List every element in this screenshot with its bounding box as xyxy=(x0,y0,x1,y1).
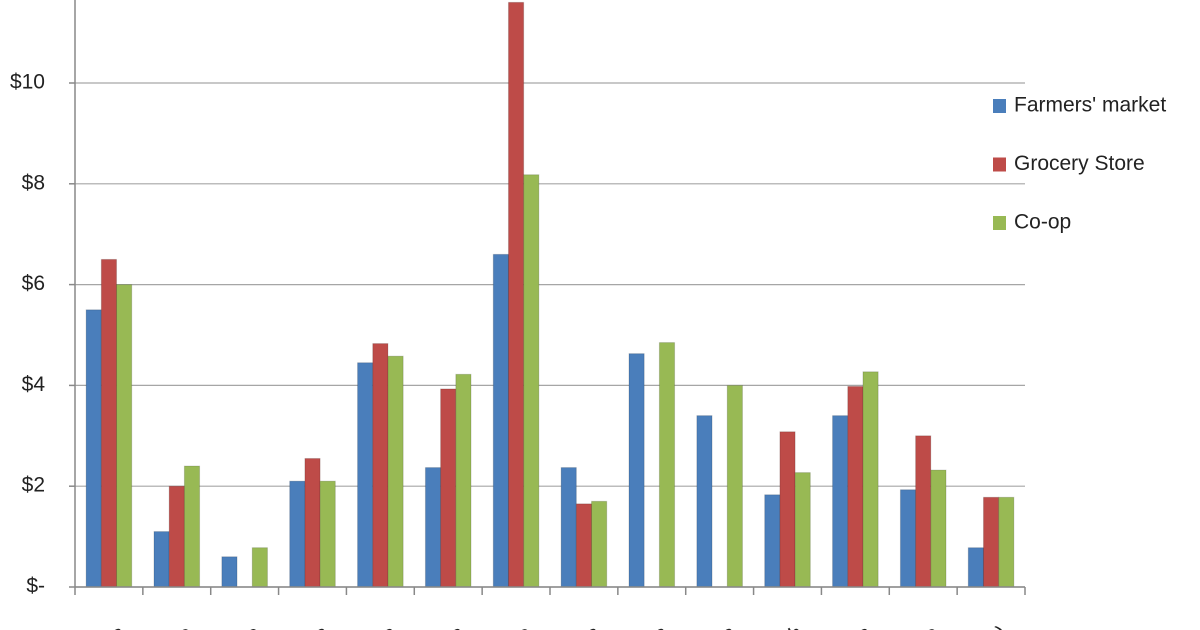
x-tick-label: rs xyxy=(305,621,332,630)
bar xyxy=(357,362,374,588)
y-tick-label: $- xyxy=(26,575,45,598)
bar xyxy=(794,472,811,588)
bar xyxy=(575,503,593,588)
bar xyxy=(304,457,321,588)
bar xyxy=(100,258,118,588)
bar xyxy=(251,547,268,588)
bar xyxy=(424,467,442,588)
x-tick-label: se xyxy=(912,621,943,630)
x-tick-label: ts xyxy=(442,621,468,630)
bar xyxy=(899,489,917,588)
bar xyxy=(168,485,185,588)
bar xyxy=(764,494,781,588)
bar xyxy=(372,343,389,588)
y-tick-label: $6 xyxy=(22,272,45,295)
bar xyxy=(85,309,102,588)
bar xyxy=(387,355,404,588)
bar xyxy=(862,371,879,588)
bar xyxy=(289,480,306,588)
x-tick-label: ns xyxy=(708,621,739,630)
bar xyxy=(560,467,577,588)
legend-swatch xyxy=(993,216,1006,230)
x-tick-label: h) xyxy=(983,621,1011,630)
x-tick-label: sh xyxy=(776,621,807,630)
bar xyxy=(915,435,932,588)
legend-swatch xyxy=(993,157,1006,172)
x-tick-label: es xyxy=(572,621,603,630)
bar xyxy=(507,1,525,588)
bar xyxy=(183,465,201,588)
bar xyxy=(726,384,743,588)
x-tick-label: ns xyxy=(640,621,671,630)
bar xyxy=(998,496,1015,588)
bar xyxy=(847,385,864,588)
bar xyxy=(153,531,170,588)
bar xyxy=(440,388,457,588)
bar xyxy=(832,415,849,588)
bar xyxy=(523,174,540,588)
legend-label: Co-op xyxy=(1014,211,1071,234)
legend-label: Grocery Store xyxy=(1014,152,1145,175)
bar xyxy=(221,556,238,588)
bar xyxy=(492,253,509,588)
x-tick-label: es xyxy=(844,621,875,630)
bar xyxy=(696,415,713,588)
bar xyxy=(591,500,608,588)
x-tick-label: se xyxy=(505,621,536,630)
bar xyxy=(967,547,984,588)
y-tick-label: $10 xyxy=(10,71,45,94)
bar xyxy=(455,373,472,588)
y-tick-label: $8 xyxy=(22,171,45,194)
legend-swatch xyxy=(993,99,1006,113)
bar xyxy=(779,431,796,588)
y-tick-label: $4 xyxy=(22,373,46,396)
bar xyxy=(982,496,1000,588)
bar xyxy=(319,480,336,588)
legend-label: Farmers' market xyxy=(1014,94,1166,117)
bar xyxy=(658,342,676,588)
x-tick-label: ts xyxy=(374,621,400,630)
bar xyxy=(116,284,133,588)
x-tick-label: o xyxy=(242,621,264,630)
y-tick-label: $2 xyxy=(22,474,45,497)
x-tick-label: ne xyxy=(164,621,196,630)
bar xyxy=(930,469,947,588)
x-tick-label: es xyxy=(97,621,128,630)
bar xyxy=(628,353,645,588)
